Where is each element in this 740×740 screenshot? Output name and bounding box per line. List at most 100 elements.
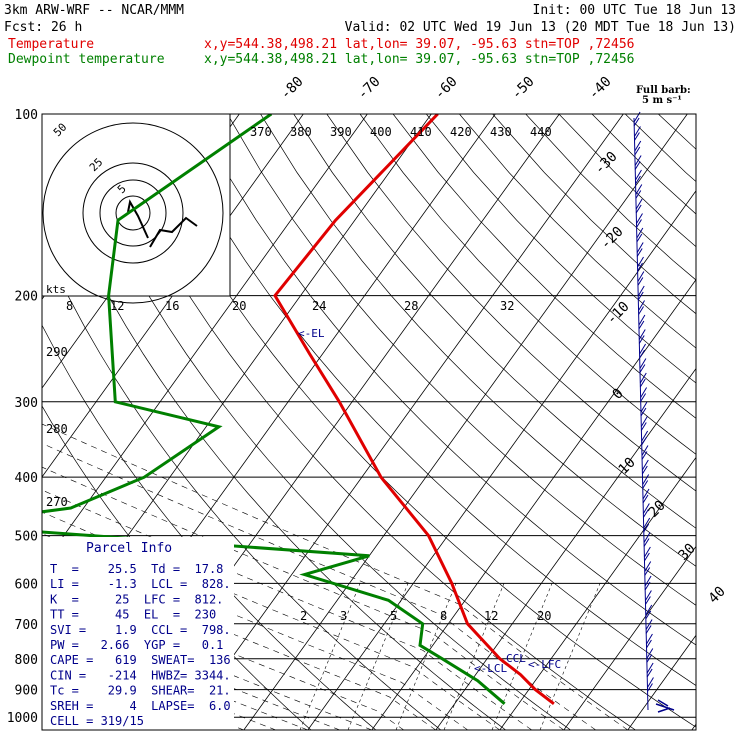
parcel-info-line: PW = 2.66 YGP = 0.1 (50, 638, 223, 652)
theta-label: 400 (370, 125, 392, 139)
temperature-tick-label: -40 (586, 74, 615, 103)
wind-barb (639, 372, 647, 388)
pressure-label-300: 300 (15, 396, 38, 411)
temperature-tick-label: -80 (278, 74, 307, 103)
parcel-info-line: SREH = 4 LAPSE= 6.0 (50, 699, 231, 713)
dry-adiabat (42, 150, 506, 730)
dry-adiabat (94, 114, 636, 730)
plot-frame (41, 113, 697, 731)
temperature-tick-label: -70 (355, 74, 384, 103)
speed-label: 8 (66, 299, 73, 313)
theta-label: 410 (410, 125, 432, 139)
temperature-tick-label: 20 (646, 498, 669, 521)
dry-adiabat (193, 114, 696, 646)
dry-adiabat (459, 114, 696, 349)
wind-barbs (633, 111, 675, 713)
wind-barb (642, 503, 650, 518)
parcel-info-title: Parcel Info (86, 541, 172, 556)
mixing-ratio-label: 5 (390, 609, 397, 623)
pressure-label-200: 200 (15, 290, 38, 305)
parcel-info-line: SVI = 1.9 CCL = 798. (50, 623, 231, 637)
init-time: Init: 00 UTC Tue 18 Jun 13 (533, 3, 737, 18)
wind-barb (638, 329, 646, 344)
isotherm (371, 279, 696, 730)
wind-barb (639, 343, 647, 359)
mixing-ratio-line (443, 583, 505, 730)
lfc-marker: <-LFC (528, 658, 561, 671)
model-title: 3km ARW-WRF -- NCAR/MMM (4, 3, 184, 18)
pressure-label-700: 700 (15, 618, 38, 633)
dry-adiabat (42, 239, 442, 730)
dry-adiabat (260, 114, 696, 567)
temperature-tick-label: 30 (676, 541, 699, 564)
hodograph-frame (41, 113, 231, 297)
wind-barb (634, 155, 642, 170)
wind-barb (636, 227, 644, 243)
pressure-label-600: 600 (15, 577, 38, 592)
dry-adiabat (61, 114, 571, 730)
wind-barb (637, 256, 644, 272)
wind-barb (638, 314, 646, 330)
pressure-label-1000: 1000 (7, 711, 38, 726)
mixing-ratio-label: 3 (340, 609, 347, 623)
wind-barb (645, 619, 653, 634)
wind-barb (641, 430, 649, 446)
pressure-label-100: 100 (15, 108, 38, 123)
wind-barb (645, 604, 653, 620)
wind-barb (646, 662, 654, 678)
speed-label: 28 (404, 299, 418, 313)
wind-barb (640, 387, 648, 402)
pressure-label-500: 500 (15, 530, 38, 545)
hodograph-ring (82, 162, 184, 264)
isotherm (499, 456, 696, 730)
temperature-tick-label: -60 (432, 74, 461, 103)
parcel-info-line: CELL = 319/15 (50, 714, 144, 728)
wind-barb (636, 213, 643, 228)
isotherm (42, 114, 48, 123)
speed-label: 16 (165, 299, 179, 313)
theta-e-label: 290 (46, 345, 68, 359)
parcel-info-line: T = 25.5 Td = 17.8 (50, 562, 223, 576)
el-marker: <-EL (298, 327, 325, 340)
wind-barb (646, 633, 653, 649)
theta-e-label: 270 (46, 495, 68, 509)
hodograph-ring (99, 179, 167, 247)
wind-barb (642, 488, 650, 504)
parcel-info-line: LI = -1.3 LCL = 828. (50, 577, 231, 591)
dewpoint-station-info: x,y=544.38,498.21 lat,lon= 39.07, -95.63… (204, 52, 634, 67)
speed-label: 20 (232, 299, 246, 313)
isotherm (563, 545, 696, 730)
mixing-ratio-line (491, 583, 553, 730)
wind-barb (635, 169, 642, 185)
isotherm (435, 367, 696, 730)
temperature-tick-label: -20 (598, 224, 627, 253)
dry-adiabat (658, 114, 696, 150)
dry-adiabat (392, 114, 696, 419)
temperature-tick-label: 40 (706, 584, 729, 607)
mixing-ratio-label: 2 (300, 609, 307, 623)
temperature-line (273, 114, 555, 705)
wind-barb (640, 416, 648, 431)
wind-barb (635, 184, 643, 199)
theta-label: 420 (450, 125, 472, 139)
theta-label: 430 (490, 125, 512, 139)
isotherm (691, 723, 696, 730)
theta-e-label: 280 (46, 422, 68, 436)
surface-wind-barb (655, 699, 675, 713)
wind-barb (644, 561, 652, 576)
temperature-tick-label: -50 (509, 74, 538, 103)
mixing-ratio-line (347, 583, 409, 730)
speed-label: 12 (110, 299, 124, 313)
isotherm (627, 634, 696, 730)
theta-label: 380 (290, 125, 312, 139)
dry-adiabat (426, 114, 696, 384)
wind-barb (641, 459, 649, 475)
wind-barb (642, 474, 650, 489)
wind-barb (637, 285, 645, 301)
wind-barb (636, 242, 644, 257)
dry-adiabat (525, 114, 696, 281)
dry-adiabat (359, 114, 696, 455)
speed-label: 24 (312, 299, 326, 313)
mixing-ratio-label: 20 (537, 609, 551, 623)
